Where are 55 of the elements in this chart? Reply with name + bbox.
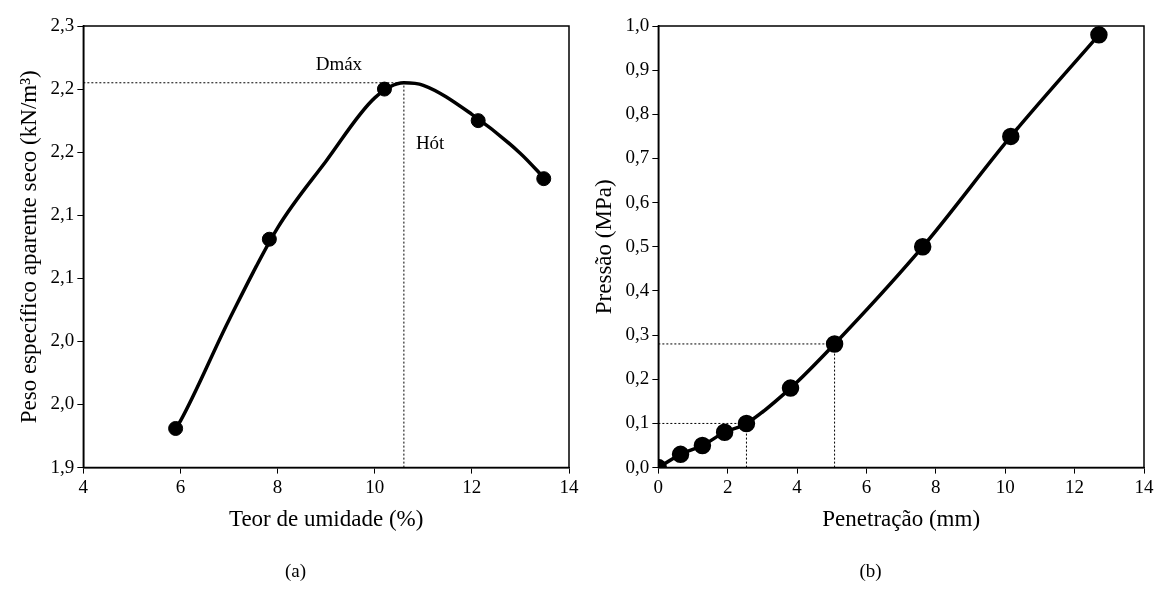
point bbox=[470, 113, 486, 129]
text: (b) bbox=[858, 560, 883, 582]
y-tick-label: 0,8 bbox=[625, 102, 650, 124]
y-tick-label: 2,0 bbox=[50, 392, 75, 414]
x-tick-label: 8 bbox=[931, 475, 941, 497]
x-tick-label: 8 bbox=[272, 475, 283, 497]
x-tick-label: 6 bbox=[861, 475, 872, 497]
x-axis-title: Penetração (mm) bbox=[822, 506, 981, 532]
x-tick-label: 4 bbox=[792, 475, 803, 497]
y-tick-label: 2,2 bbox=[50, 77, 75, 99]
point bbox=[715, 423, 734, 442]
x-tick-label: 10 bbox=[365, 475, 385, 497]
y-tick-label: 0,7 bbox=[625, 146, 650, 168]
y-tick-label: 2,1 bbox=[50, 266, 75, 288]
point bbox=[781, 379, 800, 397]
y-tick-label: 0,1 bbox=[625, 411, 650, 433]
x-tick-label: 0 bbox=[653, 475, 664, 497]
x-tick-label: 10 bbox=[995, 475, 1015, 497]
y-tick-label: 2,0 bbox=[50, 329, 75, 351]
x-axis-title: Teor de umidade (%) bbox=[228, 506, 424, 532]
y-tick-label: 0,6 bbox=[625, 190, 650, 212]
x-tick-label: 14 bbox=[559, 475, 579, 497]
y-tick-label: 0,0 bbox=[625, 455, 650, 477]
point bbox=[1090, 26, 1108, 44]
point bbox=[376, 81, 392, 97]
x-tick-label: 12 bbox=[462, 475, 482, 497]
y-tick-label: 0,5 bbox=[625, 234, 650, 256]
point bbox=[261, 231, 277, 247]
x-tick-label: 12 bbox=[1065, 475, 1085, 497]
y-tick-label: 2,3 bbox=[50, 13, 75, 35]
y-axis-title: Pressão (MPa) bbox=[590, 179, 616, 315]
x-tick-label: 6 bbox=[175, 475, 186, 497]
y-tick-label: 0,2 bbox=[625, 367, 650, 389]
y-axis-title: Peso específico aparente seco (kN/m³) bbox=[15, 70, 41, 424]
point bbox=[1002, 127, 1020, 146]
y-tick-label: 0,4 bbox=[625, 278, 650, 300]
x-tick-label: 14 bbox=[1134, 475, 1154, 497]
y-tick-label: 1,9 bbox=[50, 455, 75, 477]
y-tick-label: 2,2 bbox=[50, 140, 75, 162]
point bbox=[536, 171, 552, 187]
point bbox=[913, 238, 932, 256]
point bbox=[671, 445, 690, 464]
y-tick-label: 0,9 bbox=[625, 58, 650, 80]
point bbox=[693, 436, 712, 455]
x-tick-label: 2 bbox=[722, 475, 733, 497]
y-tick-label: 0,3 bbox=[625, 323, 650, 345]
ref-line-label: Hót bbox=[415, 132, 446, 154]
x-tick-label: 4 bbox=[78, 475, 89, 497]
y-tick-label: 2,1 bbox=[50, 203, 75, 225]
point bbox=[825, 335, 844, 353]
point bbox=[168, 420, 184, 436]
y-tick-label: 1,0 bbox=[625, 13, 650, 35]
text: (a) bbox=[283, 560, 308, 582]
ref-line-label: Dmáx bbox=[315, 53, 363, 75]
point bbox=[737, 414, 756, 433]
